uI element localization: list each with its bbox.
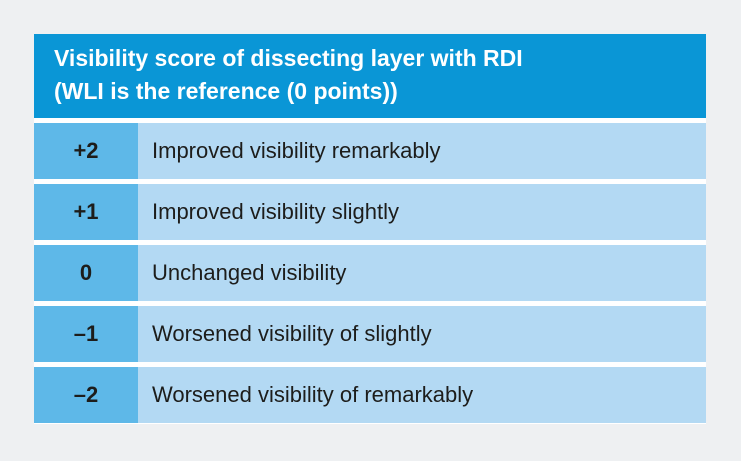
description-cell: Unchanged visibility	[138, 245, 706, 301]
description-cell: Worsened visibility of slightly	[138, 306, 706, 362]
table-title-line-1: Visibility score of dissecting layer wit…	[54, 45, 523, 71]
description-cell: Improved visibility remarkably	[138, 123, 706, 179]
table-row: +2 Improved visibility remarkably	[34, 123, 706, 179]
table-row: 0 Unchanged visibility	[34, 245, 706, 301]
table-header: Visibility score of dissecting layer wit…	[34, 34, 706, 118]
score-cell: +1	[34, 184, 138, 240]
table-title-line-2: (WLI is the reference (0 points))	[54, 78, 398, 104]
visibility-score-table: Visibility score of dissecting layer wit…	[34, 34, 706, 424]
table-row: –2 Worsened visibility of remarkably	[34, 367, 706, 423]
score-cell: 0	[34, 245, 138, 301]
table-body: +2 Improved visibility remarkably +1 Imp…	[34, 123, 706, 428]
description-cell: Improved visibility slightly	[138, 184, 706, 240]
table-row: +1 Improved visibility slightly	[34, 184, 706, 240]
score-cell: +2	[34, 123, 138, 179]
table-row: –1 Worsened visibility of slightly	[34, 306, 706, 362]
score-cell: –2	[34, 367, 138, 423]
description-cell: Worsened visibility of remarkably	[138, 367, 706, 423]
score-cell: –1	[34, 306, 138, 362]
